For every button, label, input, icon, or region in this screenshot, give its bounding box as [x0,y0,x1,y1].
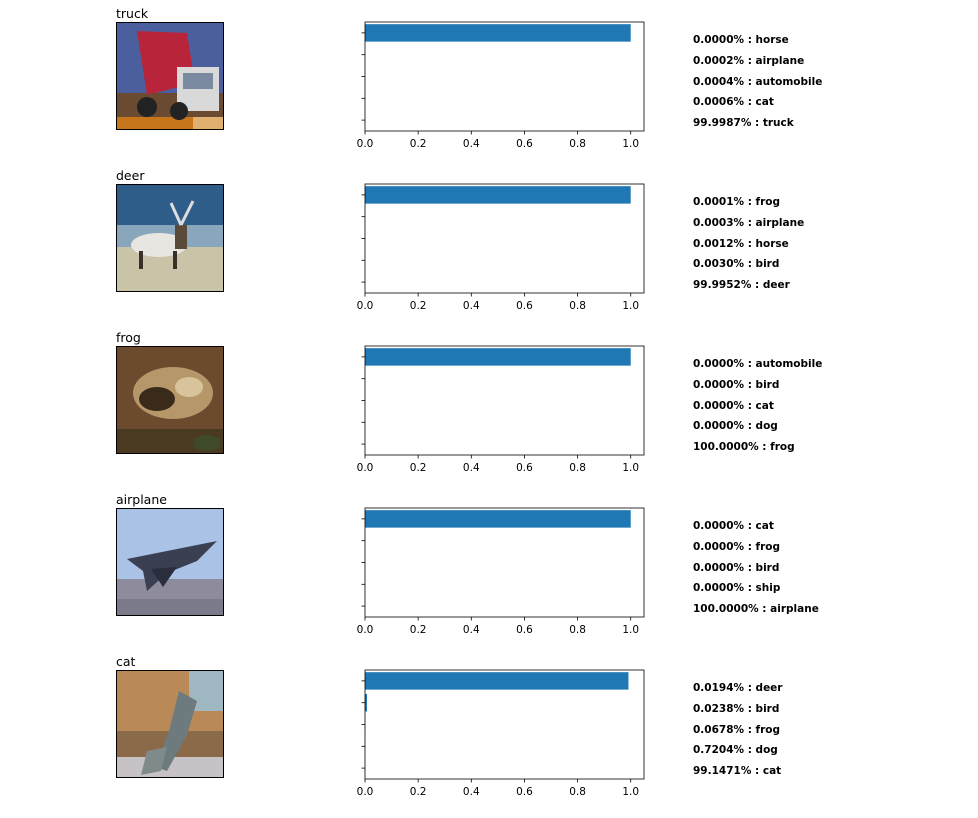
prediction-label: 0.0001% : frog [693,192,963,213]
x-tick-label: 0.0 [357,300,374,312]
x-tick-label: 0.8 [569,138,586,150]
x-tick-label: 0.6 [516,462,533,474]
prediction-label: 0.0238% : bird [693,699,963,720]
x-tick-label: 0.8 [569,786,586,798]
x-tick-label: 0.6 [516,624,533,636]
x-tick-label: 0.4 [463,300,480,312]
cat-photo [116,670,224,778]
image-title: frog [116,330,141,345]
prediction-label: 0.0678% : frog [693,720,963,741]
frog-photo [116,346,224,454]
airplane-photo [116,508,224,616]
prediction-label: 0.0000% : cat [693,396,963,417]
x-tick-label: 1.0 [622,138,639,150]
x-tick-label: 0.0 [357,786,374,798]
deer-photo [116,184,224,292]
prediction-label: 0.7204% : dog [693,740,963,761]
x-tick-label: 0.2 [410,786,427,798]
prediction-row: frog 0.0 0.2 0.4 0.6 0.8 1.0 0.0000% : automobi… [0,332,978,494]
bar-deer [365,186,631,203]
prediction-label: 100.0000% : airplane [693,599,963,620]
prediction-label: 0.0000% : horse [693,30,963,51]
prediction-label: 0.0000% : bird [693,375,963,396]
prediction-label: 99.9952% : deer [693,275,963,296]
probability-bar-chart: 0.0 0.2 0.4 0.6 0.8 1.0 [350,170,670,332]
prediction-label: 0.0000% : ship [693,578,963,599]
x-tick-label: 0.0 [357,462,374,474]
x-tick-label: 0.2 [410,624,427,636]
prediction-label: 0.0003% : airplane [693,213,963,234]
prediction-label: 0.0002% : airplane [693,51,963,72]
image-title: airplane [116,492,167,507]
x-tick-label: 0.4 [463,786,480,798]
bar-cat [365,672,628,689]
prediction-label: 0.0006% : cat [693,92,963,113]
x-tick-label: 0.6 [516,300,533,312]
prediction-label: 0.0012% : horse [693,234,963,255]
prediction-label: 99.9987% : truck [693,113,963,134]
x-tick-label: 0.2 [410,300,427,312]
x-tick-label: 0.4 [463,462,480,474]
x-tick-label: 0.2 [410,462,427,474]
x-tick-label: 0.0 [357,624,374,636]
x-tick-label: 0.8 [569,300,586,312]
probability-bar-chart: 0.0 0.2 0.4 0.6 0.8 1.0 [350,332,670,494]
x-tick-label: 0.4 [463,624,480,636]
image-title: deer [116,168,144,183]
probability-bar-chart: 0.0 0.2 0.4 0.6 0.8 1.0 [350,8,670,170]
probability-bar-chart: 0.0 0.2 0.4 0.6 0.8 1.0 [350,494,670,656]
x-tick-label: 0.8 [569,462,586,474]
bar-airplane [365,510,631,527]
prediction-label: 0.0030% : bird [693,254,963,275]
x-tick-label: 0.6 [516,786,533,798]
prediction-label: 99.1471% : cat [693,761,963,782]
x-tick-label: 0.0 [357,138,374,150]
image-title: truck [116,6,148,21]
x-tick-label: 0.4 [463,138,480,150]
prediction-label: 0.0194% : deer [693,678,963,699]
prediction-label: 0.0000% : frog [693,537,963,558]
x-tick-label: 0.8 [569,624,586,636]
prediction-label: 0.0000% : automobile [693,354,963,375]
prediction-label: 0.0000% : bird [693,558,963,579]
x-tick-label: 1.0 [622,786,639,798]
bar-truck [365,24,631,41]
x-tick-label: 1.0 [622,624,639,636]
prediction-label: 0.0000% : dog [693,416,963,437]
x-tick-label: 0.2 [410,138,427,150]
image-title: cat [116,654,135,669]
prediction-label: 0.0004% : automobile [693,72,963,93]
prediction-label: 100.0000% : frog [693,437,963,458]
prediction-label: 0.0000% : cat [693,516,963,537]
bar-frog [365,348,631,365]
x-tick-label: 1.0 [622,462,639,474]
x-tick-label: 0.6 [516,138,533,150]
truck-photo [116,22,224,130]
probability-bar-chart: 0.0 0.2 0.4 0.6 0.8 1.0 [350,656,670,818]
x-tick-label: 1.0 [622,300,639,312]
